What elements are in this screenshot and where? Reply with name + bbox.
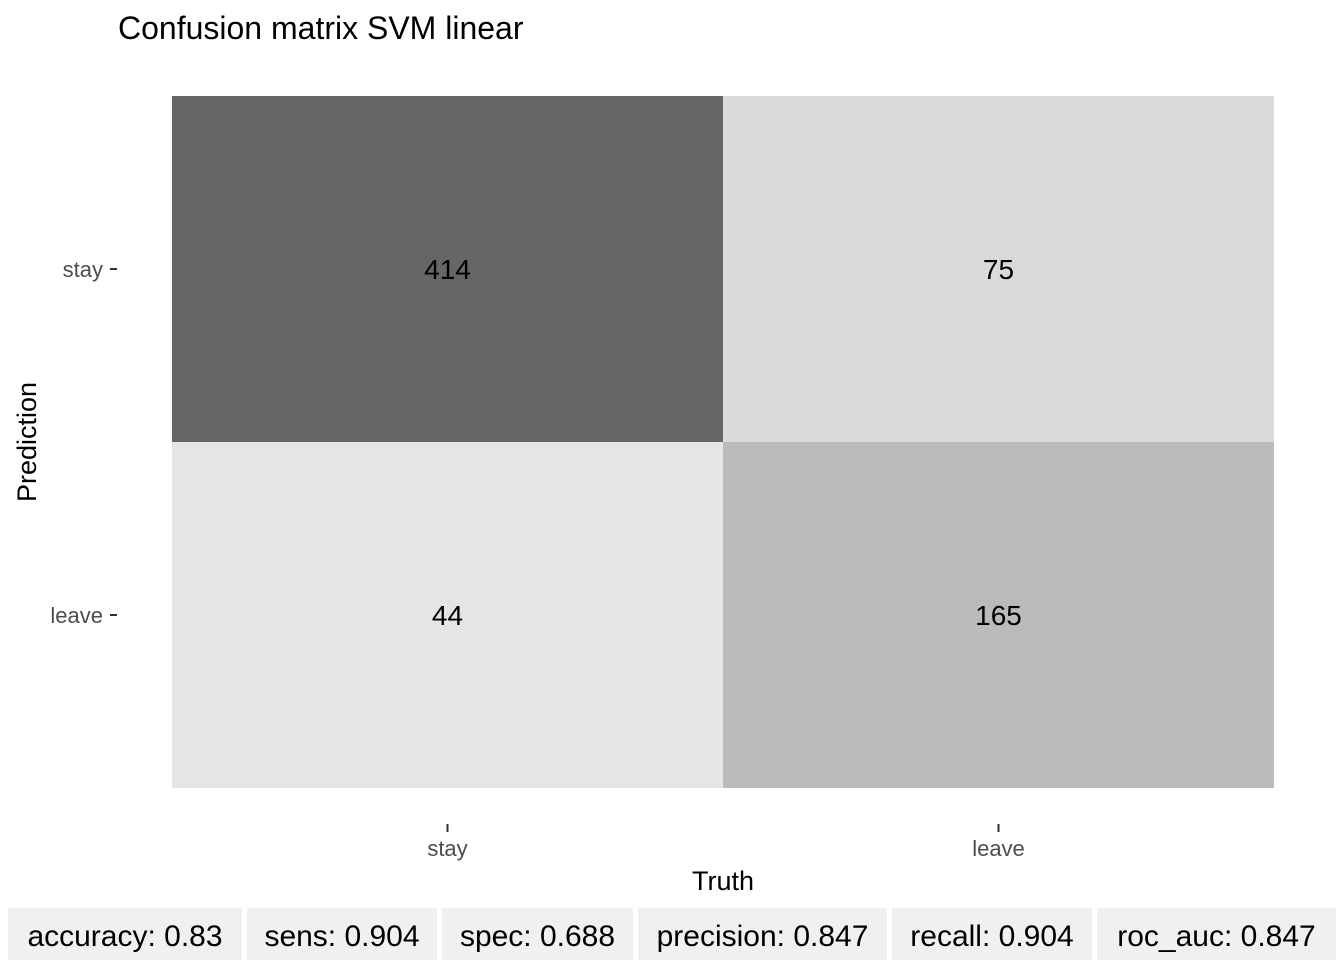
cell-value-stay-leave: 75 (983, 254, 1014, 285)
cell-value-leave-stay: 44 (432, 600, 463, 631)
y-tick-label-leave: leave (50, 603, 103, 628)
y-axis: stay leave (50, 257, 117, 628)
cell-stay-leave (723, 96, 1274, 442)
cell-value-labels: 414 75 44 165 (424, 254, 1022, 631)
metrics-bar: accuracy: 0.83 sens: 0.904 spec: 0.688 prec… (0, 908, 1344, 960)
x-tick-label-stay: stay (427, 836, 467, 861)
metric-precision: precision: 0.847 (638, 908, 887, 960)
cell-stay-stay (172, 96, 723, 442)
metric-sens: sens: 0.904 (247, 908, 437, 960)
metric-roc_auc: roc_auc: 0.847 (1097, 908, 1336, 960)
metric-spec: spec: 0.688 (442, 908, 633, 960)
x-axis-title: Truth (692, 866, 754, 896)
cell-value-leave-leave: 165 (975, 600, 1022, 631)
chart-title: Confusion matrix SVM linear (118, 10, 524, 46)
y-tick-label-stay: stay (63, 257, 103, 282)
confusion-matrix-plot: 414 75 44 165 stay leave stay leave Truth Pre… (12, 96, 1274, 896)
metric-accuracy: accuracy: 0.83 (8, 908, 242, 960)
metric-recall: recall: 0.904 (892, 908, 1092, 960)
x-axis: stay leave (427, 824, 1025, 861)
cell-leave-leave (723, 442, 1274, 788)
y-axis-title: Prediction (12, 382, 42, 502)
cell-value-stay-stay: 414 (424, 254, 471, 285)
cell-leave-stay (172, 442, 723, 788)
heatmap-cells (172, 96, 1274, 788)
x-tick-label-leave: leave (972, 836, 1025, 861)
